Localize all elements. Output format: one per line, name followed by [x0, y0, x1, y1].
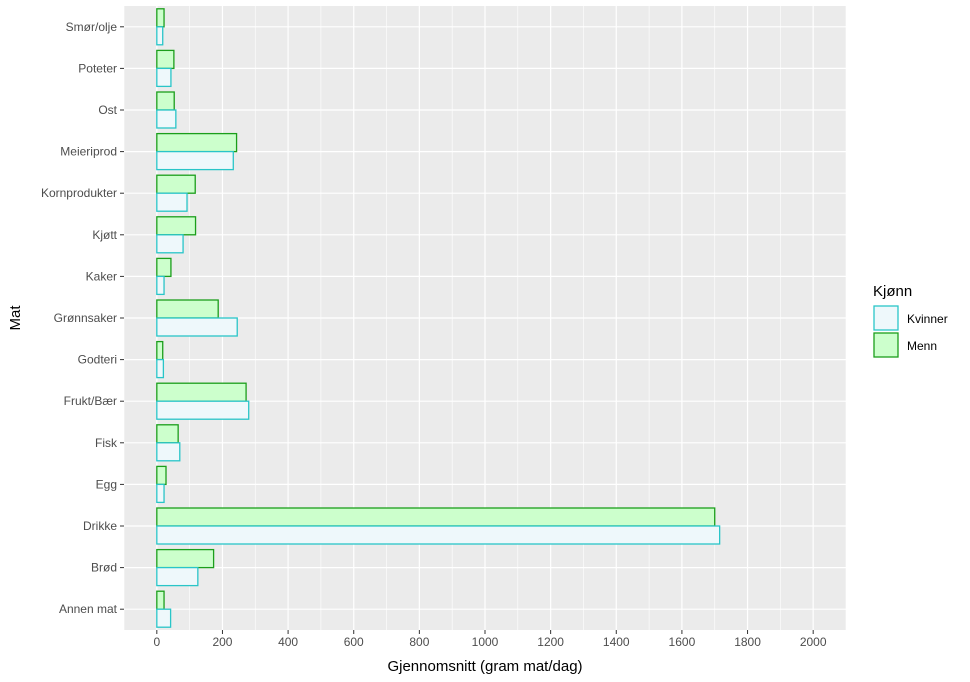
bar-kvinner: [156, 275, 165, 296]
y-tick-label: Fisk: [95, 436, 118, 450]
x-axis-title: Gjennomsnitt (gram mat/dag): [387, 658, 582, 675]
x-tick-label: 1200: [537, 635, 564, 649]
bars: [156, 8, 721, 628]
y-tick-label: Ost: [98, 103, 117, 117]
bar-menn: [156, 590, 165, 610]
bar-menn: [156, 257, 172, 278]
x-tick-label: 1000: [472, 635, 499, 649]
x-tick-label: 1800: [734, 635, 761, 649]
bar-menn: [156, 507, 716, 527]
x-tick-label: 400: [278, 635, 298, 649]
x-tick-label: 800: [409, 635, 429, 649]
bar-kvinner: [156, 317, 238, 337]
bar-kvinner: [156, 234, 184, 254]
bar-kvinner: [156, 150, 234, 171]
bar-menn: [156, 340, 164, 361]
bar-menn: [156, 424, 179, 444]
y-tick-label: Kjøtt: [92, 228, 117, 242]
bar-kvinner: [156, 483, 165, 504]
bar-menn: [156, 91, 175, 111]
x-tick-label: 0: [153, 635, 160, 649]
y-tick-label: Godteri: [78, 353, 117, 367]
bar-kvinner: [156, 400, 250, 420]
bar-kvinner: [156, 566, 199, 587]
bar-menn: [156, 174, 196, 194]
x-axis-ticks: 0 200 400 600 800 1000 1200 1400 1600 1800 2000: [153, 630, 827, 649]
legend-key-menn: [873, 332, 899, 358]
x-tick-label: 1600: [669, 635, 696, 649]
bar-kvinner: [156, 442, 181, 462]
bar-menn: [156, 8, 165, 28]
y-tick-label: Smør/olje: [66, 20, 118, 34]
legend-key-kvinner: [873, 305, 899, 331]
bar-kvinner: [156, 67, 172, 88]
legend-title: Kjønn: [873, 283, 912, 300]
y-tick-label: Annen mat: [59, 602, 118, 616]
y-tick-label: Egg: [96, 477, 117, 491]
bar-kvinner: [156, 26, 164, 46]
bar-menn: [156, 548, 215, 569]
legend: Kjønn Kvinner Menn: [873, 283, 948, 358]
bar-menn: [156, 216, 197, 236]
x-tick-label: 2000: [800, 635, 827, 649]
bar-menn: [156, 382, 247, 402]
legend-label: Menn: [907, 339, 937, 353]
y-tick-label: Brød: [91, 561, 117, 575]
bar-kvinner: [156, 525, 721, 545]
bar-kvinner: [156, 358, 165, 379]
bar-menn: [156, 132, 238, 153]
y-tick-label: Kornprodukter: [41, 186, 117, 200]
bar-menn: [156, 465, 167, 486]
bar-menn: [156, 299, 219, 319]
bar-menn: [156, 49, 175, 70]
y-tick-label: Frukt/Bær: [64, 394, 117, 408]
y-tick-label: Drikke: [83, 519, 117, 533]
y-tick-label: Kaker: [86, 269, 117, 283]
y-tick-label: Poteter: [78, 61, 117, 75]
x-tick-label: 600: [344, 635, 364, 649]
y-tick-label: Meieriprod: [60, 145, 117, 159]
x-tick-label: 200: [212, 635, 232, 649]
bar-kvinner: [156, 109, 177, 129]
y-tick-label: Grønnsaker: [54, 311, 117, 325]
x-tick-label: 1400: [603, 635, 630, 649]
y-axis-ticks: Annen mat Brød Drikke Egg Fisk Frukt/Bær Godte…: [41, 20, 124, 616]
legend-label: Kvinner: [907, 312, 948, 326]
y-axis-title: Mat: [7, 305, 24, 331]
bar-kvinner: [156, 608, 172, 628]
bar-kvinner: [156, 192, 188, 212]
